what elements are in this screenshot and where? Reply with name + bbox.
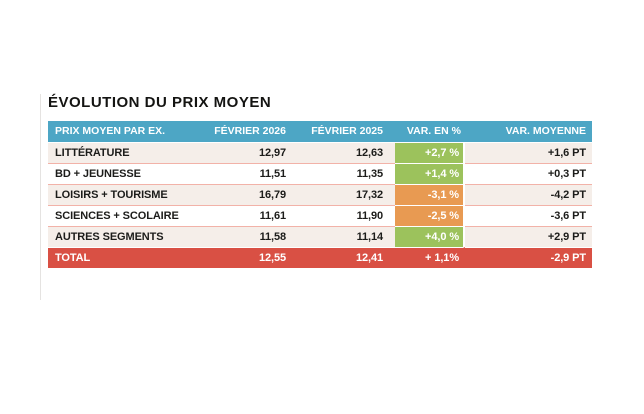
feb2026-value: 11,51 [203,163,298,184]
column-header-var-pct: VAR. EN % [395,121,465,142]
table-header-row: PRIX MOYEN PAR EX. FÉVRIER 2026 FÉVRIER … [48,121,592,142]
total-var-moyenne: -2,9 PT [465,247,592,268]
feb2025-value: 11,14 [298,226,395,247]
var-moyenne-value: +1,6 PT [465,142,592,163]
var-pct-badge: +2,7 % [395,142,465,163]
total-var-pct: + 1,1% [395,247,465,268]
feb2026-value: 11,61 [203,205,298,226]
column-header-feb2026: FÉVRIER 2026 [203,121,298,142]
var-pct-badge: -2,5 % [395,205,465,226]
total-label: TOTAL [48,247,203,268]
column-header-feb2025: FÉVRIER 2025 [298,121,395,142]
row-label: BD + JEUNESSE [48,163,203,184]
feb2026-value: 12,97 [203,142,298,163]
column-header-category: PRIX MOYEN PAR EX. [48,121,203,142]
table-total-row: TOTAL 12,55 12,41 + 1,1% -2,9 PT [48,247,592,268]
var-pct-badge: -3,1 % [395,184,465,205]
feb2025-value: 17,32 [298,184,395,205]
page-column-guide-line [40,94,41,300]
var-moyenne-value: -4,2 PT [465,184,592,205]
var-pct-badge: +4,0 % [395,226,465,247]
price-evolution-table: PRIX MOYEN PAR EX. FÉVRIER 2026 FÉVRIER … [48,121,592,268]
row-label: AUTRES SEGMENTS [48,226,203,247]
var-moyenne-value: +2,9 PT [465,226,592,247]
row-label: LOISIRS + TOURISME [48,184,203,205]
table-row: BD + JEUNESSE 11,51 11,35 +1,4 % +0,3 PT [48,163,592,184]
var-moyenne-value: +0,3 PT [465,163,592,184]
total-feb2025: 12,41 [298,247,395,268]
table-row: LOISIRS + TOURISME 16,79 17,32 -3,1 % -4… [48,184,592,205]
feb2026-value: 16,79 [203,184,298,205]
row-label: SCIENCES + SCOLAIRE [48,205,203,226]
column-header-var-moyenne: VAR. MOYENNE [465,121,592,142]
page-title: ÉVOLUTION DU PRIX MOYEN [48,94,272,111]
table-row: LITTÉRATURE 12,97 12,63 +2,7 % +1,6 PT [48,142,592,163]
row-label: LITTÉRATURE [48,142,203,163]
feb2026-value: 11,58 [203,226,298,247]
feb2025-value: 11,90 [298,205,395,226]
total-feb2026: 12,55 [203,247,298,268]
var-moyenne-value: -3,6 PT [465,205,592,226]
feb2025-value: 12,63 [298,142,395,163]
table-row: SCIENCES + SCOLAIRE 11,61 11,90 -2,5 % -… [48,205,592,226]
feb2025-value: 11,35 [298,163,395,184]
var-pct-badge: +1,4 % [395,163,465,184]
table-row: AUTRES SEGMENTS 11,58 11,14 +4,0 % +2,9 … [48,226,592,247]
